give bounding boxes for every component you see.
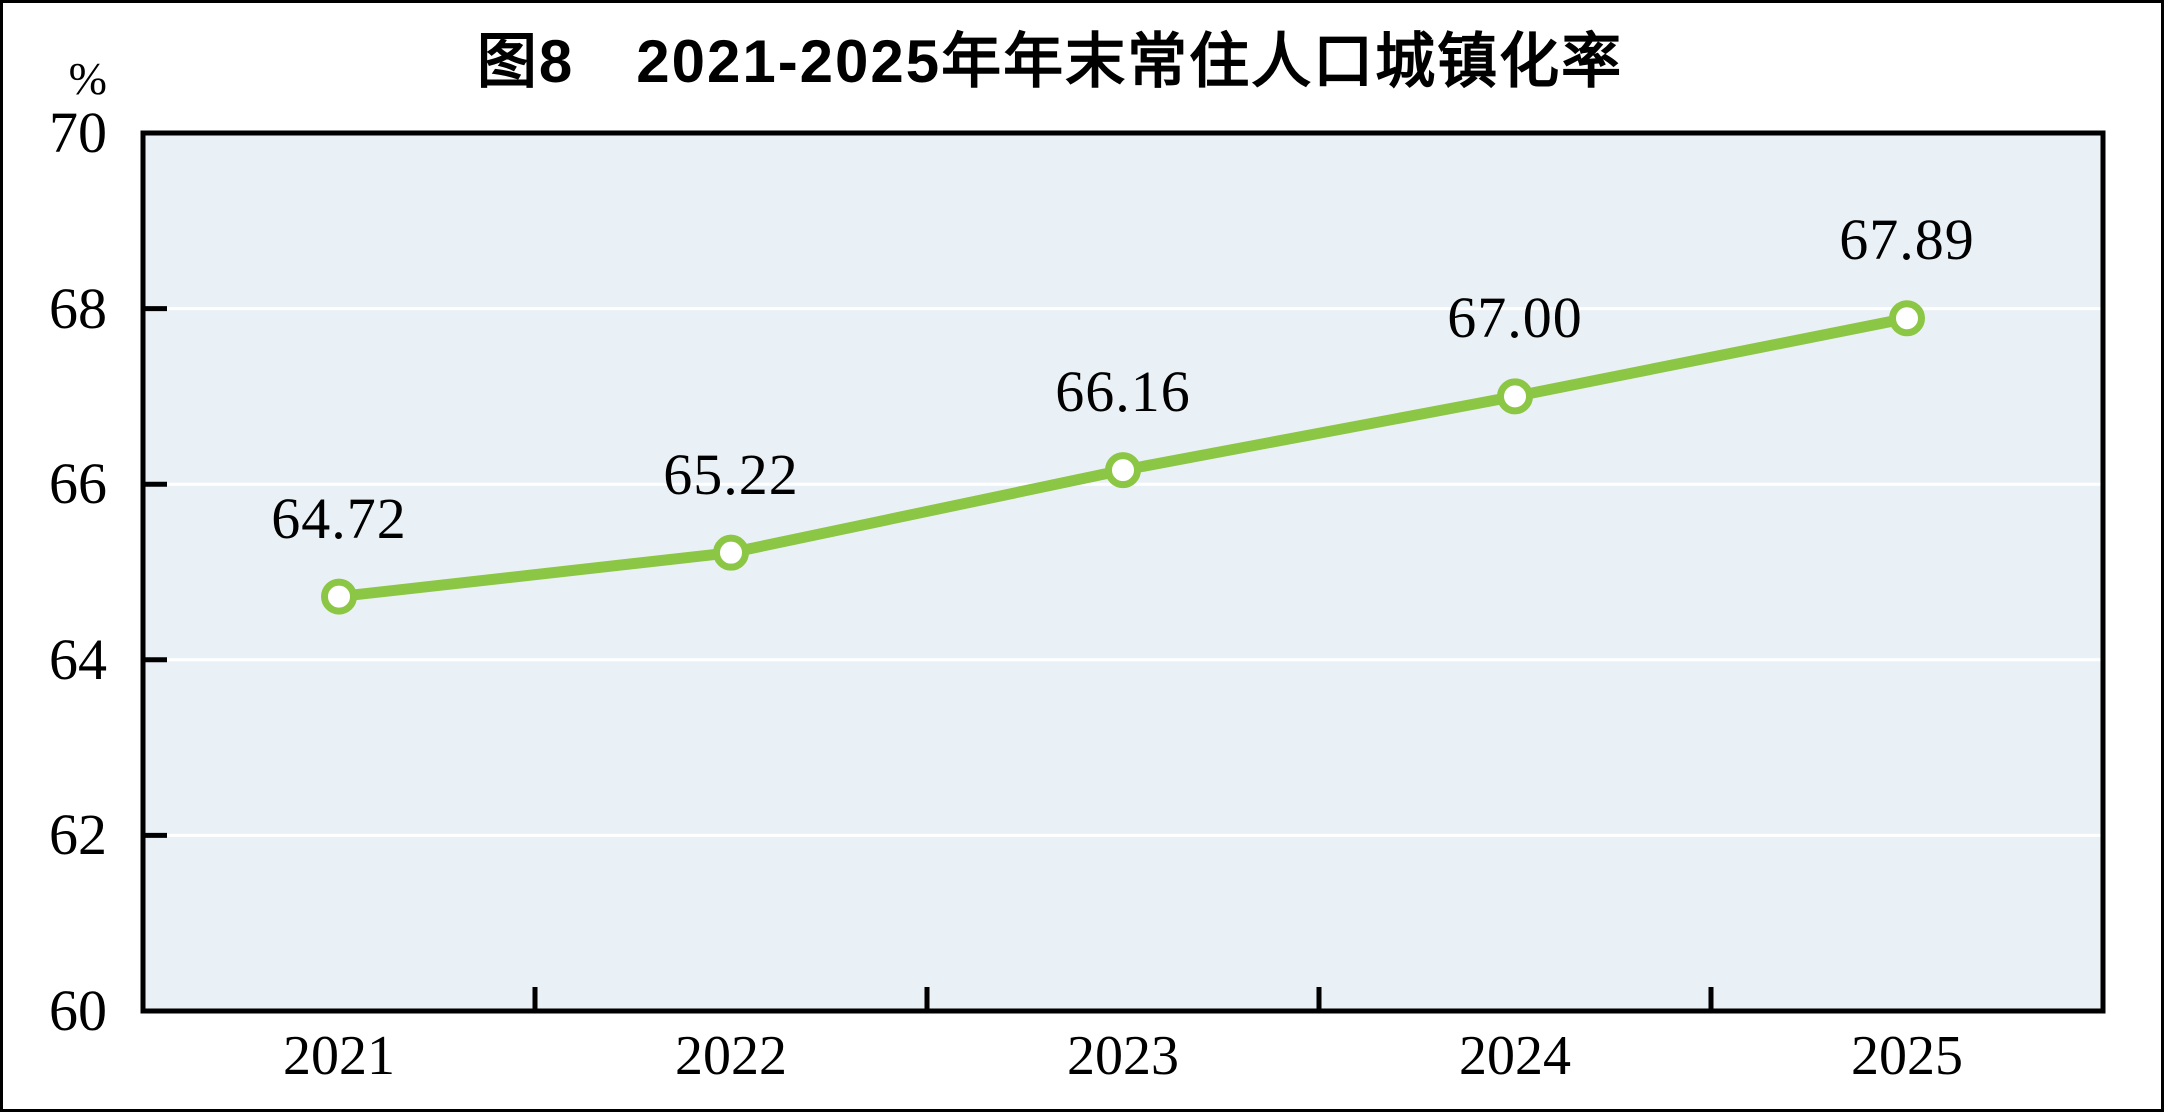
x-tick-label: 2022 <box>675 1025 787 1087</box>
x-tick-label: 2021 <box>283 1025 395 1087</box>
x-tick-label: 2025 <box>1851 1025 1963 1087</box>
plot-frame <box>140 130 2106 1014</box>
y-tick-label: 68 <box>49 275 107 341</box>
chart-title: 图8 2021-2025年年末常住人口城镇化率 <box>476 28 1624 95</box>
y-tick-label: 60 <box>49 978 107 1043</box>
data-point-marker <box>1105 452 1141 489</box>
y-axis-unit-label: % <box>68 53 107 104</box>
y-tick-label: 70 <box>49 100 107 165</box>
data-point-marker <box>1497 378 1533 415</box>
line-chart-plot <box>140 130 2106 1014</box>
data-label: 66.16 <box>1055 359 1191 425</box>
x-tick-label: 2024 <box>1459 1025 1571 1087</box>
y-tick-label: 62 <box>49 802 107 868</box>
y-tick-label: 64 <box>49 626 107 692</box>
plot-background <box>143 133 2103 1011</box>
data-label: 64.72 <box>271 485 407 551</box>
data-point-marker <box>321 578 357 615</box>
data-label: 67.89 <box>1839 207 1975 273</box>
data-point-marker <box>1889 300 1925 337</box>
data-label: 67.00 <box>1447 285 1583 351</box>
y-tick-label: 66 <box>49 451 107 517</box>
x-tick-label: 2023 <box>1067 1025 1179 1087</box>
data-point-marker <box>713 534 749 571</box>
data-label: 65.22 <box>663 441 799 507</box>
